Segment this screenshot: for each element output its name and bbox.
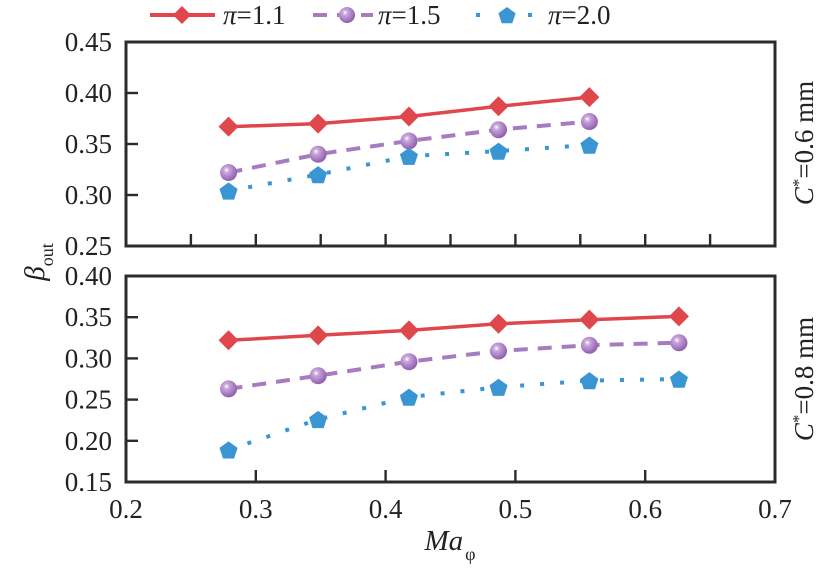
series-line bbox=[228, 314, 679, 343]
legend: π=1.1 π=1.5 π=2.0 bbox=[150, 0, 611, 30]
pentagon-marker bbox=[309, 166, 328, 184]
x-tick-label: 0.4 bbox=[369, 494, 403, 524]
legend-item-pi-1-1: π=1.1 bbox=[150, 0, 286, 30]
sphere-marker bbox=[580, 113, 598, 131]
legend-item-pi-2-0: π=2.0 bbox=[476, 0, 611, 30]
series-diamond bbox=[218, 87, 600, 137]
panel-top: 0.25 0.30 0.35 0.40 0.45 bbox=[65, 27, 777, 261]
diamond-marker bbox=[579, 309, 600, 330]
pentagon-marker bbox=[399, 388, 418, 406]
y-tick-label: 0.45 bbox=[65, 27, 112, 57]
series-line bbox=[228, 340, 679, 391]
series-line bbox=[228, 119, 590, 175]
sphere-marker bbox=[309, 367, 327, 385]
legend-item-pi-1-5: π=1.5 bbox=[313, 0, 441, 30]
series-diamond bbox=[218, 306, 689, 351]
x-tick-label: 0.3 bbox=[239, 494, 273, 524]
sphere-marker bbox=[220, 380, 238, 398]
series-line bbox=[227, 377, 679, 452]
diamond-marker bbox=[218, 116, 239, 137]
y-tick-label: 0.30 bbox=[65, 180, 112, 210]
y-tick-label: 0.25 bbox=[65, 385, 112, 415]
x-tick-label: 0.2 bbox=[109, 494, 143, 524]
legend-label-pi-1-5: π=1.5 bbox=[378, 0, 441, 30]
pentagon-marker bbox=[399, 147, 418, 165]
diamond-marker bbox=[308, 113, 329, 134]
y-tick-label: 0.35 bbox=[65, 302, 112, 332]
x-tick-labels: 0.2 0.3 0.4 0.5 0.6 0.7 bbox=[109, 494, 792, 524]
axes-frame bbox=[124, 40, 777, 248]
y-tick-label: 0.40 bbox=[65, 78, 112, 108]
diamond-marker bbox=[398, 106, 419, 127]
sphere-marker bbox=[400, 353, 418, 371]
diamond-marker bbox=[398, 320, 419, 341]
sphere-marker bbox=[490, 342, 508, 360]
y-tick-label: 0.15 bbox=[65, 467, 112, 497]
axes-frame bbox=[124, 274, 777, 484]
pentagon-marker bbox=[219, 182, 238, 200]
y-tick-label: 0.35 bbox=[65, 129, 112, 159]
series-pentagon bbox=[219, 370, 688, 459]
sphere-marker bbox=[309, 145, 327, 163]
diamond-marker bbox=[218, 330, 239, 351]
sphere-marker bbox=[400, 132, 418, 150]
x-axis-title: Ma φ bbox=[423, 525, 475, 564]
x-tick-label: 0.5 bbox=[499, 494, 533, 524]
x-tick-label: 0.6 bbox=[628, 494, 662, 524]
series-sphere bbox=[220, 334, 688, 398]
legend-label-pi-1-1: π=1.1 bbox=[223, 0, 286, 30]
pentagon-marker-icon bbox=[498, 7, 516, 24]
panel-bottom: 0.15 0.20 0.25 0.30 0.35 0.40 bbox=[65, 261, 777, 497]
diamond-marker bbox=[308, 325, 329, 346]
series-sphere bbox=[220, 113, 598, 182]
y-tick-label: 0.25 bbox=[65, 231, 112, 261]
pentagon-marker bbox=[309, 410, 328, 429]
pentagon-marker bbox=[489, 142, 508, 160]
pentagon-marker bbox=[580, 372, 599, 390]
pentagon-marker bbox=[489, 378, 508, 396]
panel-label-top: C*=0.6 mm bbox=[789, 81, 820, 205]
pentagon-marker bbox=[580, 136, 599, 154]
sphere-marker-icon bbox=[339, 7, 355, 23]
panel-label-bottom: C*=0.8 mm bbox=[789, 317, 820, 441]
y-tick-label: 0.30 bbox=[65, 343, 112, 373]
series-pentagon bbox=[219, 136, 599, 200]
sphere-marker bbox=[580, 336, 598, 354]
diamond-marker bbox=[488, 96, 509, 117]
y-axis-title: βout bbox=[19, 243, 57, 281]
y-tick-label: 0.40 bbox=[65, 261, 112, 291]
diamond-marker bbox=[488, 313, 509, 334]
y-tick-label: 0.20 bbox=[65, 426, 112, 456]
legend-label-pi-2-0: π=2.0 bbox=[548, 0, 611, 30]
sphere-marker bbox=[670, 334, 688, 352]
pentagon-marker bbox=[219, 441, 238, 459]
diamond-marker bbox=[579, 87, 600, 108]
pentagon-marker bbox=[669, 370, 688, 388]
sphere-marker bbox=[490, 121, 508, 139]
diamond-marker-icon bbox=[173, 6, 191, 24]
sphere-marker bbox=[220, 164, 238, 182]
x-tick-label: 0.7 bbox=[758, 494, 792, 524]
diamond-marker bbox=[668, 306, 689, 327]
